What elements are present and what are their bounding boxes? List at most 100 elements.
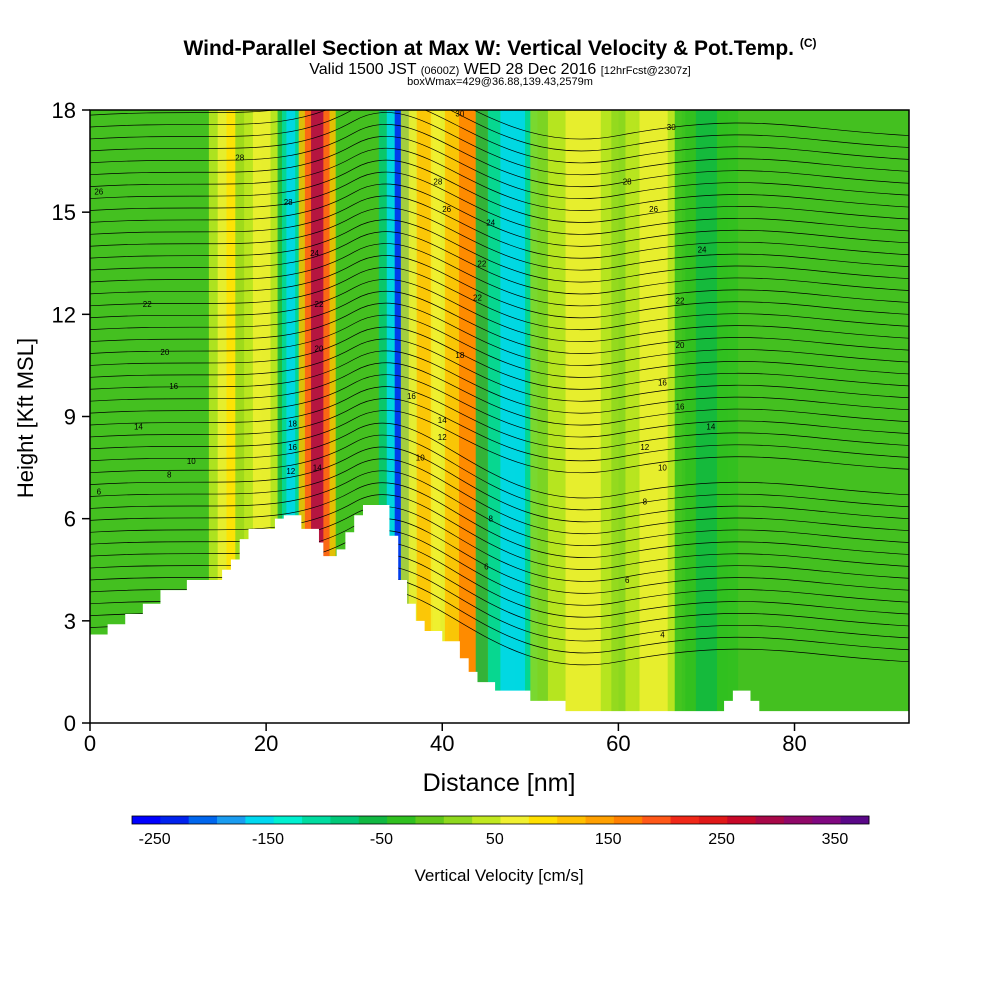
contour-label: 10 (416, 453, 425, 462)
velocity-band (565, 110, 601, 723)
velocity-band (286, 110, 296, 723)
colorbar-swatch (160, 816, 190, 824)
theta-contour (90, 482, 909, 558)
contour-label: 26 (649, 205, 658, 214)
colorbar-swatch (188, 816, 218, 824)
chart-title: Wind-Parallel Section at Max W: Vertical… (183, 36, 817, 60)
contour-label: 28 (433, 178, 442, 187)
colorbar-tick-label: 150 (595, 831, 622, 848)
colorbar-swatch (642, 816, 672, 824)
contour-label: 14 (706, 423, 715, 432)
theta-contour (90, 338, 909, 402)
colorbar-swatch (358, 816, 388, 824)
colorbar-swatch (330, 816, 360, 824)
theta-contour (90, 410, 909, 474)
x-axis-label: Distance [nm] (423, 769, 576, 797)
theta-contour (90, 183, 909, 247)
y-tick-label: 15 (52, 200, 76, 225)
velocity-band (500, 110, 526, 723)
contour-label: 4 (660, 630, 665, 639)
colorbar-tick-label: 250 (708, 831, 735, 848)
contour-label: 26 (94, 188, 103, 197)
colorbar-swatch (670, 816, 700, 824)
colorbar-label: Vertical Velocity [cm/s] (414, 866, 583, 885)
theta-contour (90, 171, 909, 235)
contour-label: 10 (658, 464, 667, 473)
contour-label: 28 (284, 198, 293, 207)
theta-contours (90, 110, 909, 666)
colorbar-swatch (528, 816, 558, 824)
contour-label: 26 (442, 205, 451, 214)
colorbar-swatch (727, 816, 757, 824)
colorbar-swatch (273, 816, 303, 824)
colorbar-swatch (443, 816, 473, 824)
contour-label: 24 (698, 246, 707, 255)
contour-label: 14 (134, 423, 143, 432)
contour-label: 16 (658, 378, 667, 387)
theta-contour (90, 255, 909, 319)
theta-contour (90, 147, 909, 211)
theta-contour (90, 123, 909, 188)
theta-contour (90, 350, 909, 414)
terrain (90, 505, 909, 723)
velocity-band (639, 110, 668, 723)
theta-contour (90, 290, 909, 355)
theta-contour (90, 195, 909, 259)
theta-contour (90, 470, 909, 547)
theta-contour (90, 458, 909, 535)
theta-contour (90, 112, 909, 176)
colorbar-swatch (415, 816, 445, 824)
contour-label: 16 (288, 443, 297, 452)
theta-contour (90, 219, 909, 283)
y-axis: 0 3 6 9 12 15 18 (52, 98, 90, 736)
contour-label: 6 (625, 576, 630, 585)
theta-contour (90, 266, 909, 331)
contour-label: 20 (676, 341, 685, 350)
contour-label: 16 (169, 382, 178, 391)
theta-contour (90, 243, 909, 307)
colorbar-swatch (557, 816, 587, 824)
y-tick-label: 9 (64, 405, 76, 430)
theta-contour (90, 159, 909, 223)
colorbar-tick-label: 50 (486, 831, 504, 848)
contour-label: 12 (438, 433, 447, 442)
x-tick-label: 60 (606, 731, 630, 756)
x-tick-label: 0 (84, 731, 96, 756)
velocity-band (695, 110, 718, 723)
x-tick-label: 80 (782, 731, 806, 756)
theta-contour (90, 302, 909, 366)
colorbar-swatch (613, 816, 643, 824)
colorbar-swatch (783, 816, 813, 824)
x-tick-label: 20 (254, 731, 278, 756)
colorbar-swatch (472, 816, 501, 824)
colorbar-tick-label: 350 (822, 831, 849, 848)
contour-label: 22 (473, 293, 482, 302)
theta-contour (90, 231, 909, 295)
colorbar-swatch (245, 816, 275, 824)
contour-label: 8 (167, 470, 172, 479)
y-tick-label: 0 (64, 711, 76, 736)
chart-subtitle: Valid 1500 JST (0600Z) WED 28 Dec 2016 [… (309, 61, 691, 78)
theta-contour (90, 362, 909, 426)
colorbar-swatch (698, 816, 728, 824)
colorbar-tick-label: -150 (252, 831, 284, 848)
contour-labels: 6 8 10 14 16 20 22 26 28 4 6 8 10 12 14 16 16 20 22 24 26 28 3… (94, 110, 715, 639)
theta-contour (90, 110, 909, 140)
contour-label: 6 (484, 562, 489, 571)
colorbar-tick-label: -250 (139, 831, 171, 848)
colorbar-swatch (217, 816, 246, 824)
contour-label: 18 (288, 419, 297, 428)
theta-contour (90, 326, 909, 390)
contour-label: 6 (97, 487, 102, 496)
colorbar-swatch (132, 816, 161, 824)
y-tick-label: 6 (64, 507, 76, 532)
contour-label: 16 (676, 402, 685, 411)
contour-label: 22 (143, 300, 152, 309)
contour-label: 14 (438, 416, 447, 425)
y-tick-label: 3 (64, 609, 76, 634)
colorbar-frame (131, 815, 870, 825)
y-axis-label: Height [Kft MSL] (13, 338, 38, 498)
contour-label: 12 (640, 443, 649, 452)
contour-label: 20 (315, 344, 324, 353)
